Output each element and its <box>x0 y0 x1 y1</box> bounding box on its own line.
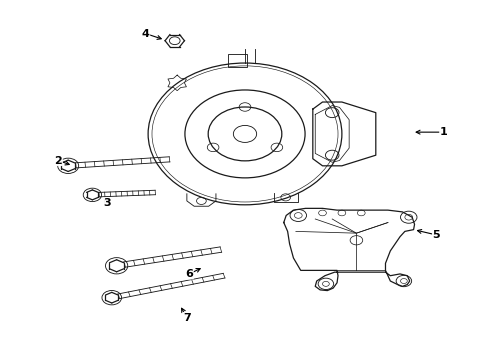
Text: 1: 1 <box>440 127 447 137</box>
Text: 7: 7 <box>183 312 191 323</box>
Text: 3: 3 <box>103 198 111 208</box>
Text: 5: 5 <box>433 230 440 240</box>
Text: 4: 4 <box>142 28 149 39</box>
Text: 2: 2 <box>54 156 62 166</box>
Text: 6: 6 <box>185 269 193 279</box>
